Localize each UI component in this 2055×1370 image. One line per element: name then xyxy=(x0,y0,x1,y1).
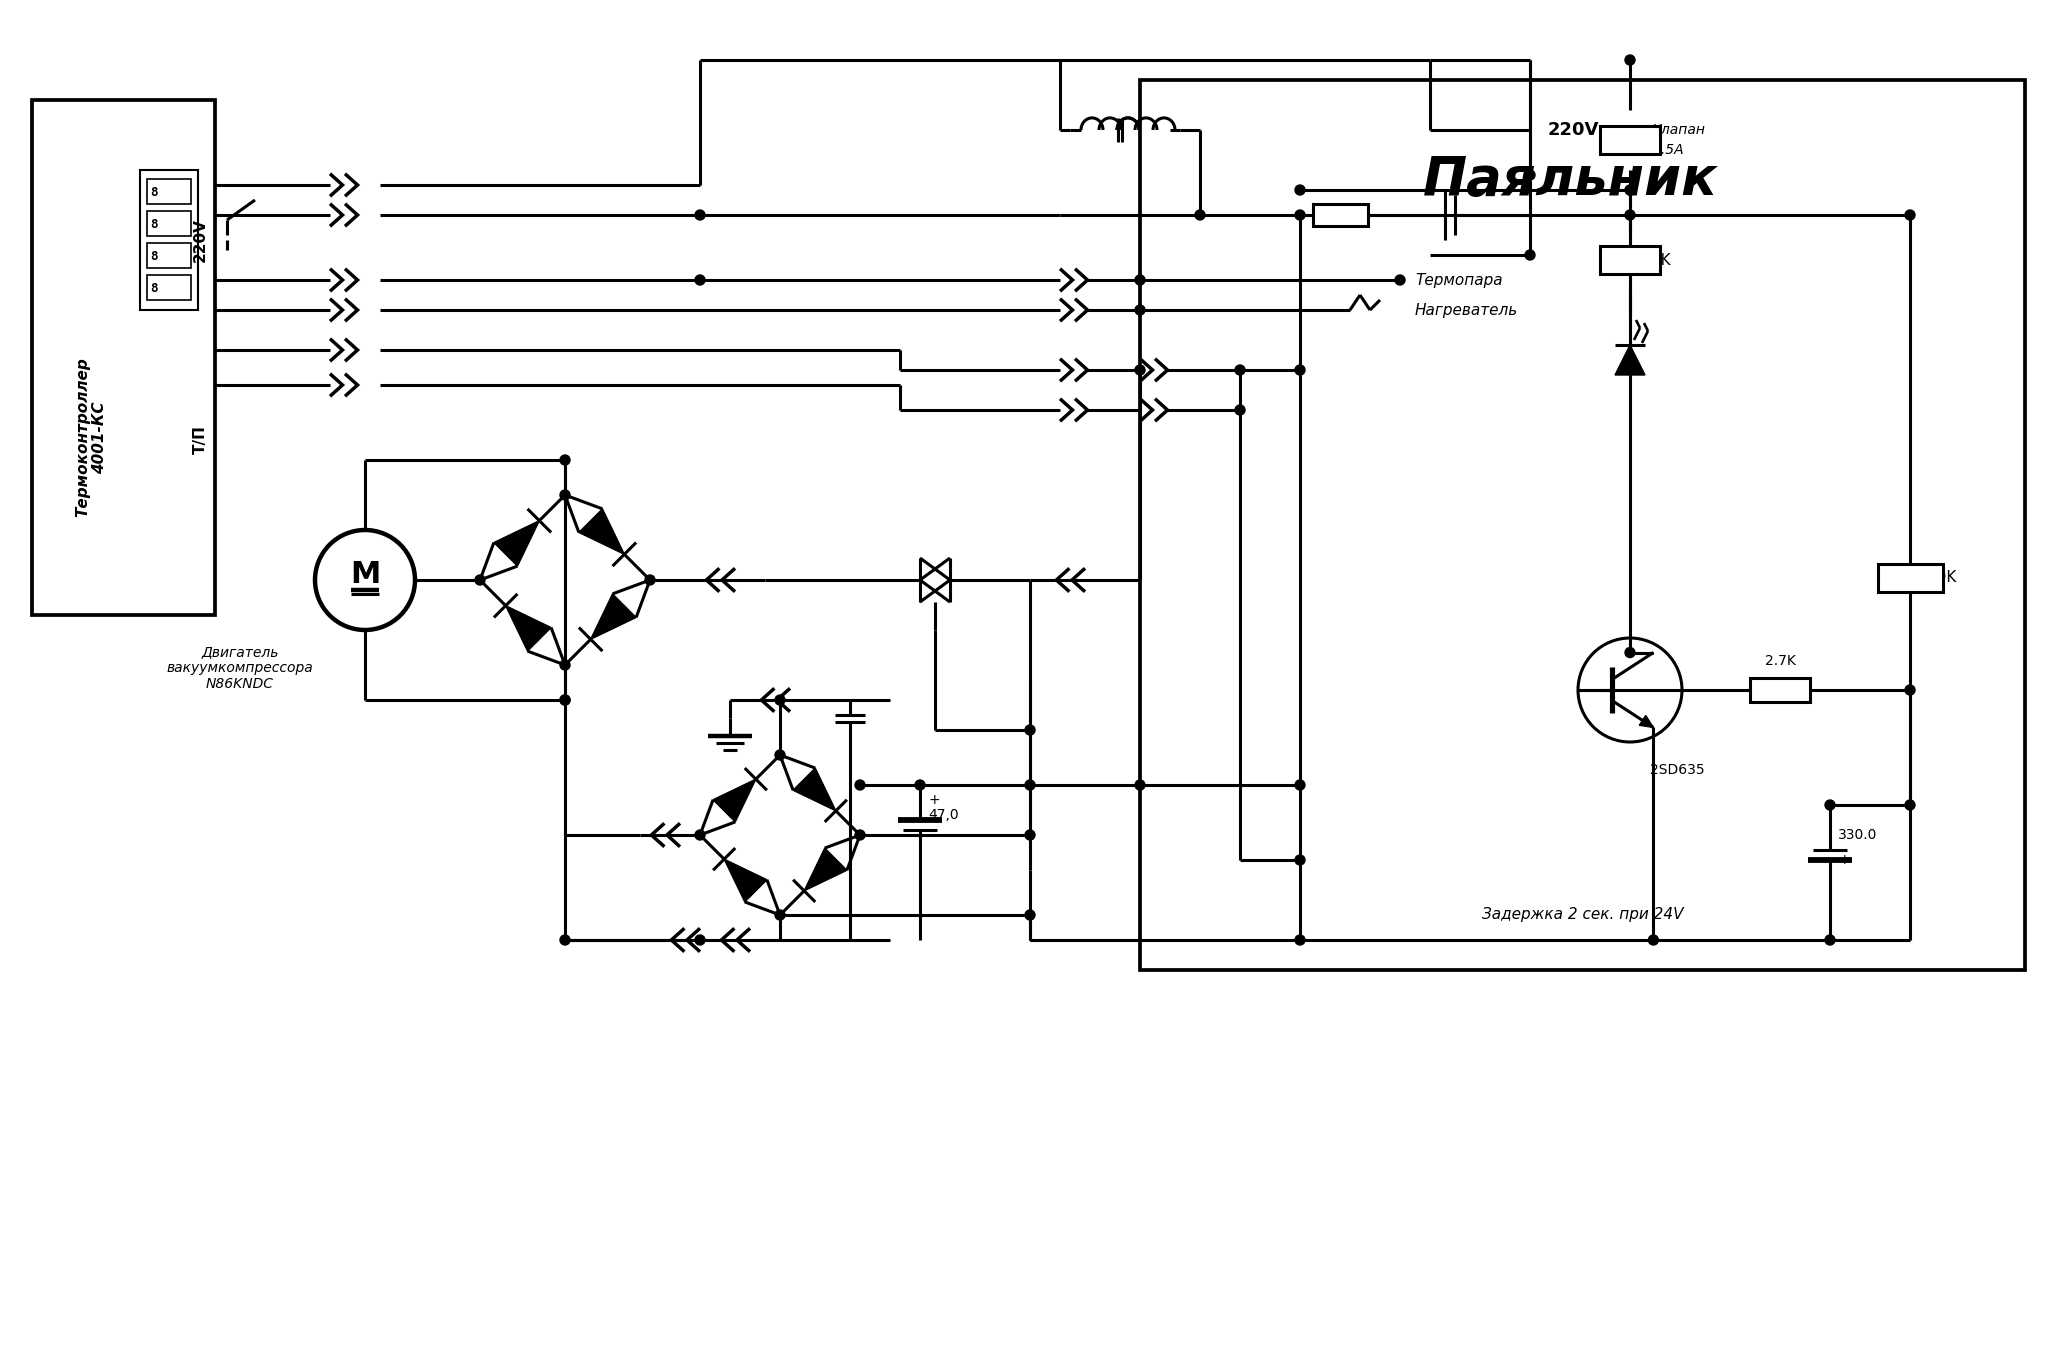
Bar xyxy=(140,170,197,310)
Text: M: M xyxy=(349,559,380,589)
Circle shape xyxy=(775,749,785,760)
Circle shape xyxy=(561,490,569,500)
Bar xyxy=(1313,204,1367,226)
Text: Паяльник: Паяльник xyxy=(1422,153,1718,206)
Circle shape xyxy=(1295,210,1305,221)
Circle shape xyxy=(855,830,865,840)
Circle shape xyxy=(1295,185,1305,195)
Circle shape xyxy=(855,780,865,790)
Text: Термопара: Термопара xyxy=(1416,273,1502,288)
Circle shape xyxy=(645,575,656,585)
Circle shape xyxy=(695,210,705,221)
Circle shape xyxy=(695,934,705,945)
Bar xyxy=(148,275,191,300)
Circle shape xyxy=(1025,725,1036,734)
Circle shape xyxy=(1905,800,1915,810)
Circle shape xyxy=(1025,910,1036,921)
Text: 8: 8 xyxy=(150,249,158,263)
Circle shape xyxy=(1295,855,1305,864)
Circle shape xyxy=(1134,780,1145,790)
Polygon shape xyxy=(1640,715,1654,727)
Text: Т/П: Т/П xyxy=(193,426,208,455)
Circle shape xyxy=(1525,170,1535,179)
Polygon shape xyxy=(1615,345,1644,375)
Circle shape xyxy=(1134,306,1145,315)
Circle shape xyxy=(1295,934,1305,945)
Circle shape xyxy=(475,575,485,585)
Text: 30K: 30K xyxy=(1928,570,1956,585)
Polygon shape xyxy=(713,780,756,822)
Text: Двигатель
вакуумкомпрессора
N86KNDC: Двигатель вакуумкомпрессора N86KNDC xyxy=(166,645,312,692)
Circle shape xyxy=(561,695,569,706)
Circle shape xyxy=(1626,210,1636,221)
Circle shape xyxy=(1196,210,1204,221)
Circle shape xyxy=(1235,364,1245,375)
Circle shape xyxy=(1235,406,1245,415)
Text: +: + xyxy=(1837,854,1850,867)
Circle shape xyxy=(1825,934,1835,945)
Circle shape xyxy=(561,695,569,706)
Bar xyxy=(1751,678,1810,701)
Circle shape xyxy=(1626,185,1636,195)
Circle shape xyxy=(561,934,569,945)
Circle shape xyxy=(1525,249,1535,260)
Text: 220V: 220V xyxy=(193,218,208,262)
Circle shape xyxy=(1134,364,1145,375)
Circle shape xyxy=(1648,934,1658,945)
Circle shape xyxy=(1025,830,1036,840)
Polygon shape xyxy=(580,508,625,555)
Text: 8: 8 xyxy=(150,281,158,295)
Bar xyxy=(148,179,191,204)
Circle shape xyxy=(1295,780,1305,790)
Circle shape xyxy=(1825,800,1835,810)
Text: 47,0: 47,0 xyxy=(929,808,958,822)
Polygon shape xyxy=(493,521,538,566)
Circle shape xyxy=(561,660,569,670)
Circle shape xyxy=(1905,685,1915,695)
Circle shape xyxy=(914,780,925,790)
Circle shape xyxy=(1626,55,1636,64)
Text: 2SD635: 2SD635 xyxy=(1650,763,1706,777)
Circle shape xyxy=(1025,780,1036,790)
Polygon shape xyxy=(793,769,836,811)
Text: 2.7K: 2.7K xyxy=(1765,653,1796,669)
Circle shape xyxy=(775,910,785,921)
Circle shape xyxy=(1295,364,1305,375)
Bar xyxy=(148,242,191,269)
Bar xyxy=(1601,247,1660,274)
Circle shape xyxy=(1905,210,1915,221)
Text: 5K: 5K xyxy=(1652,252,1671,267)
Text: Термоконтроллер
4001-КС: Термоконтроллер 4001-КС xyxy=(74,358,107,518)
Text: Задержка 2 сек. при 24V: Задержка 2 сек. при 24V xyxy=(1482,907,1683,922)
Text: 330.0: 330.0 xyxy=(1837,827,1878,843)
Text: 8: 8 xyxy=(150,185,158,199)
Bar xyxy=(1601,126,1660,153)
Circle shape xyxy=(1395,275,1406,285)
Text: 0.5A: 0.5A xyxy=(1652,142,1683,158)
Polygon shape xyxy=(804,848,847,890)
Circle shape xyxy=(695,830,705,840)
Circle shape xyxy=(695,275,705,285)
Circle shape xyxy=(1134,275,1145,285)
Text: Клапан: Клапан xyxy=(1652,123,1706,137)
Text: 8: 8 xyxy=(150,218,158,230)
Text: 220V: 220V xyxy=(1547,121,1599,138)
Bar xyxy=(1141,79,2024,970)
Bar xyxy=(1878,563,1942,592)
Text: +: + xyxy=(929,793,939,807)
Polygon shape xyxy=(723,859,767,901)
Circle shape xyxy=(1626,648,1636,658)
Polygon shape xyxy=(590,593,637,640)
Bar xyxy=(148,211,191,236)
Circle shape xyxy=(775,695,785,706)
Circle shape xyxy=(561,455,569,464)
Bar xyxy=(33,100,216,615)
Text: Нагреватель: Нагреватель xyxy=(1416,303,1519,318)
Polygon shape xyxy=(506,606,551,651)
